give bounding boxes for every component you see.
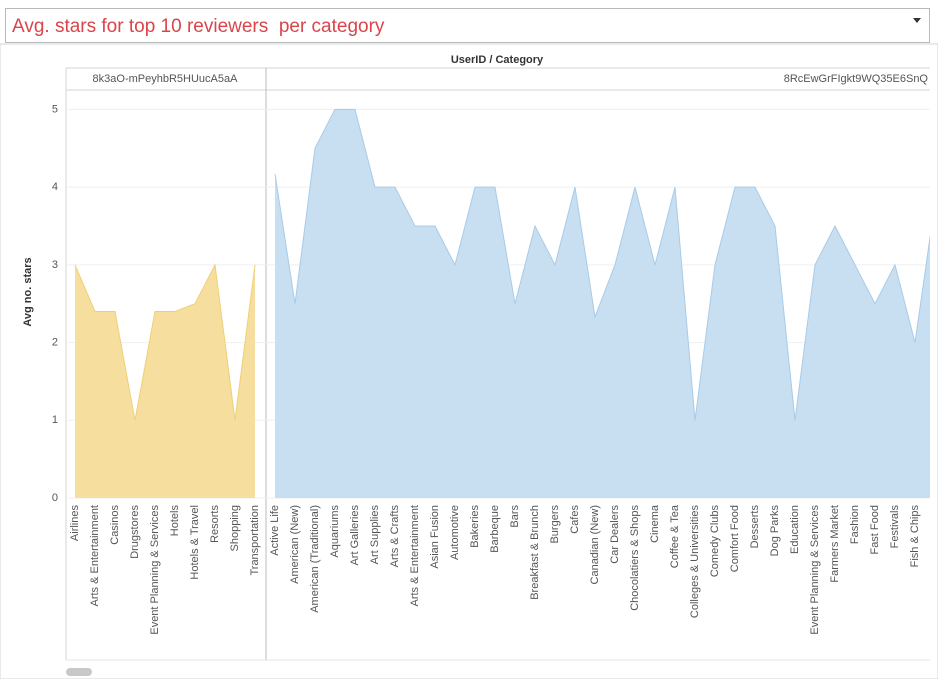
x-tick-label: Arts & Crafts xyxy=(389,505,401,568)
pane-header: 8k3aO-mPeyhbR5HUucA5aA xyxy=(93,73,239,85)
x-tick-label: Cafes xyxy=(569,505,581,534)
x-tick-label: Hotels xyxy=(169,505,181,537)
x-tick-label: Asian Fusion xyxy=(429,505,441,569)
plot: 0 1 2 3 4 5 Airlines Arts & Entertainment Casino… xyxy=(52,73,930,635)
x-tick-label: Resorts xyxy=(209,505,221,543)
x-tick-label: Event Planning & Services xyxy=(149,505,161,635)
x-tick-label: Coffee & Tea xyxy=(669,504,681,568)
x-tick-label: American (New) xyxy=(289,505,301,584)
x-tick-label: Colleges & Universities xyxy=(689,505,701,619)
pane: Airlines Arts & Entertainment Casinos Drugs… xyxy=(69,263,261,635)
column-header: UserID / Category xyxy=(451,54,544,66)
x-tick-label: Bakeries xyxy=(469,505,481,548)
x-tick-label: Dog Parks xyxy=(769,505,781,557)
area xyxy=(75,264,255,498)
x-tick-label: Event Planning & Services xyxy=(809,505,821,635)
x-tick-label: Desserts xyxy=(749,505,761,549)
x-tick-label: Fish & Chips xyxy=(909,505,921,568)
y-tick-label: 2 xyxy=(52,336,58,348)
x-tick-label: American (Traditional) xyxy=(309,505,321,613)
y-tick-label: 1 xyxy=(52,414,58,426)
x-tick-label: Hotels & Travel xyxy=(189,505,201,580)
x-tick-label: Breakfast & Brunch xyxy=(529,505,541,600)
x-tick-label: Comfort Food xyxy=(729,505,741,572)
x-tick-label: Airlines xyxy=(69,505,81,542)
x-tick-label: Active Life xyxy=(269,505,281,556)
area-line xyxy=(74,263,256,421)
chart-title: Avg. stars for top 10 reviewers per cate… xyxy=(12,16,385,37)
x-tick-label: Aquariums xyxy=(329,505,341,558)
y-tick-label: 4 xyxy=(52,181,58,193)
pane: Active Life American (New) American (Tradi… xyxy=(269,108,930,635)
frame-border xyxy=(0,43,938,679)
y-tick-label: 5 xyxy=(52,103,58,115)
x-tick-label: Festivals xyxy=(889,505,901,549)
x-tick-label: Transportation xyxy=(249,505,261,576)
x-tick-label: Shopping xyxy=(229,505,241,552)
x-tick-label: Drugstores xyxy=(129,505,141,559)
x-tick-label: Education xyxy=(789,505,801,554)
y-tick-label: 3 xyxy=(52,259,58,271)
x-tick-label: Casinos xyxy=(109,505,121,545)
area-line xyxy=(274,108,930,421)
x-tick-label: Canadian (New) xyxy=(589,505,601,584)
scrollbar[interactable] xyxy=(66,668,92,676)
x-tick-label: Barbeque xyxy=(489,505,501,553)
x-tick-label: Car Dealers xyxy=(609,505,621,564)
x-tick-label: Fast Food xyxy=(869,505,881,555)
x-tick-label: Chocolatiers & Shops xyxy=(629,505,641,611)
x-tick-label: Farmers Market xyxy=(829,505,841,583)
x-tick-label: Art Supplies xyxy=(369,505,381,565)
x-tick-label: Automotive xyxy=(449,505,461,560)
x-tick-label: Comedy Clubs xyxy=(709,505,721,578)
y-axis-label: Avg no. stars xyxy=(22,257,34,326)
x-tick-label: Arts & Entertainment xyxy=(89,505,101,607)
x-tick-label: Art Galleries xyxy=(349,505,361,566)
y-tick-label: 0 xyxy=(52,492,58,504)
pane-header: 8RcEwGrFIgkt9WQ35E6SnQ xyxy=(784,73,929,85)
x-tick-label: Arts & Entertainment xyxy=(409,505,421,607)
x-tick-label: Bars xyxy=(509,505,521,528)
x-tick-label: Cinema xyxy=(649,504,661,543)
title-box[interactable]: Avg. stars for top 10 reviewers per cate… xyxy=(5,8,930,43)
x-tick-label: Burgers xyxy=(549,505,561,544)
x-tick-label: Fashion xyxy=(849,505,861,544)
area xyxy=(275,109,930,498)
dropdown-arrow[interactable] xyxy=(913,18,921,23)
